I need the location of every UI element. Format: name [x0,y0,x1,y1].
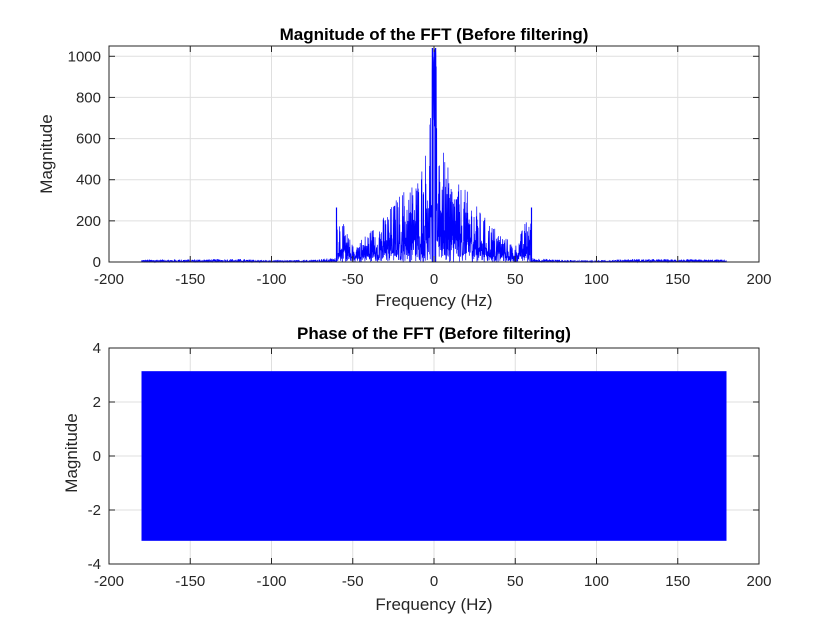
magnitude-y-ticks: 0 200 400 600 800 1000 [68,48,759,271]
y-tick-label: 2 [93,394,101,411]
x-tick-label: -50 [342,573,364,590]
phase-x-ticks: -200 -150 -100 -50 0 50 100 150 200 [94,348,772,590]
phase-title: Phase of the FFT (Before filtering) [297,324,571,343]
y-tick-label: 0 [93,448,101,465]
x-tick-label: 0 [430,573,438,590]
phase-plot [141,371,727,541]
phase-y-ticks: -4 -2 0 2 4 [88,340,759,573]
y-tick-label: -2 [88,502,101,519]
x-tick-label: -200 [94,573,124,590]
x-tick-label: 100 [584,271,609,288]
x-tick-label: -150 [175,573,205,590]
x-tick-label: 150 [665,271,690,288]
magnitude-axes: Magnitude of the FFT (Before filtering) … [37,25,772,310]
phase-band [141,371,727,541]
phase-x-label: Frequency (Hz) [375,595,492,614]
y-tick-label: 400 [76,172,101,189]
magnitude-title: Magnitude of the FFT (Before filtering) [280,25,589,44]
y-tick-label: 1000 [68,48,101,65]
x-tick-label: 50 [507,271,524,288]
y-tick-label: 800 [76,89,101,106]
magnitude-x-label: Frequency (Hz) [375,291,492,310]
x-tick-label: 100 [584,573,609,590]
phase-y-label: Magnitude [62,413,81,492]
x-tick-label: 150 [665,573,690,590]
x-tick-label: 0 [430,271,438,288]
x-tick-label: 200 [746,573,771,590]
x-tick-label: -150 [175,271,205,288]
x-tick-label: -50 [342,271,364,288]
x-tick-label: 50 [507,573,524,590]
x-tick-label: -100 [256,271,286,288]
phase-axes: Phase of the FFT (Before filtering) -200… [62,324,772,614]
y-tick-label: 200 [76,213,101,230]
x-tick-label: 200 [746,271,771,288]
x-tick-label: -100 [256,573,286,590]
y-tick-label: -4 [88,556,101,573]
y-tick-label: 4 [93,340,101,357]
magnitude-x-ticks: -200 -150 -100 -50 0 50 100 150 200 [94,46,772,288]
magnitude-y-label: Magnitude [37,114,56,193]
y-tick-label: 600 [76,131,101,148]
x-tick-label: -200 [94,271,124,288]
y-tick-label: 0 [93,254,101,271]
